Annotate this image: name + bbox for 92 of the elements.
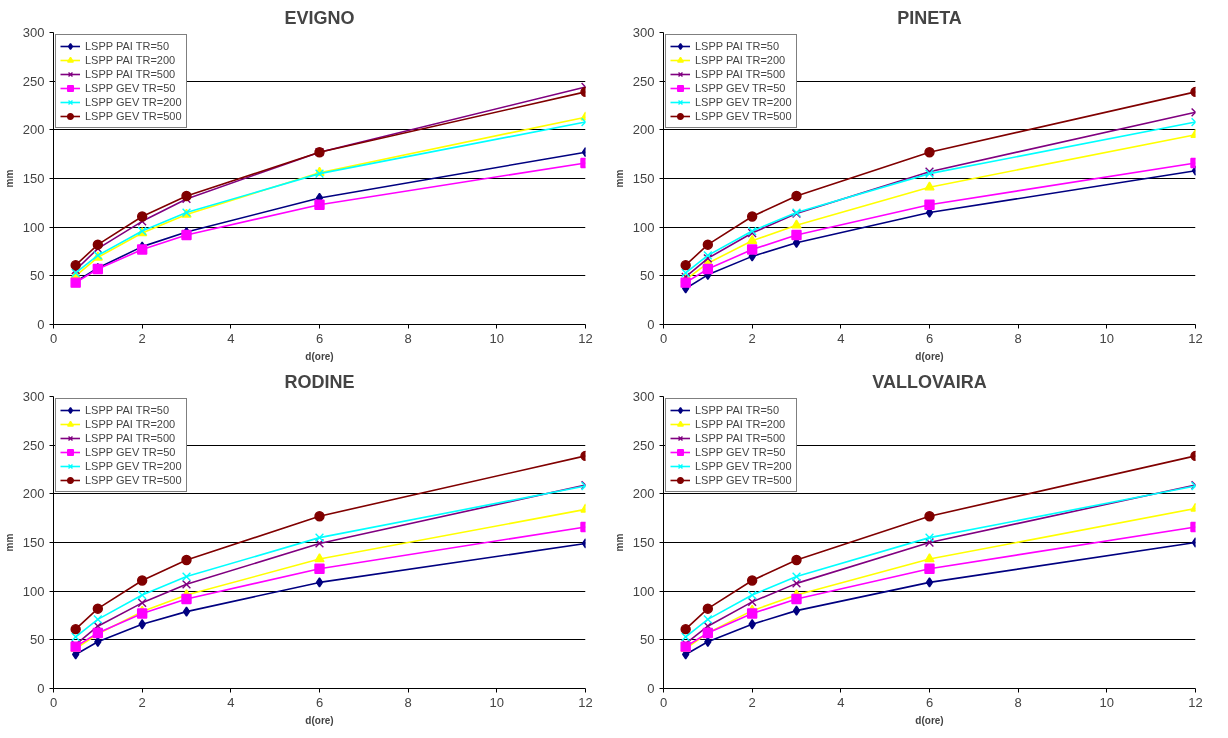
legend-label: LSPP PAI TR=50 xyxy=(695,39,780,53)
x-tick-label: 12 xyxy=(1188,694,1203,710)
y-tick-label: 250 xyxy=(22,73,45,89)
y-tick-label: 0 xyxy=(37,681,45,696)
x-tick-label: 8 xyxy=(404,694,412,710)
x-tick-label: 2 xyxy=(138,694,146,710)
x-tick-label: 10 xyxy=(489,330,505,346)
x-tick-label: 8 xyxy=(404,330,412,346)
y-tick-label: 300 xyxy=(632,389,655,404)
y-tick-label: 50 xyxy=(30,268,45,284)
chart-title: VALLOVAIRA xyxy=(872,371,987,392)
x-tick-label: 4 xyxy=(227,694,235,710)
legend-label: LSPP GEV TR=50 xyxy=(85,445,176,459)
x-tick-label: 6 xyxy=(315,694,324,710)
y-tick-label: 50 xyxy=(640,632,655,648)
x-tick-label: 4 xyxy=(227,330,235,346)
legend-label: LSPP PAI TR=50 xyxy=(85,403,170,417)
y-tick-label: 0 xyxy=(647,681,655,696)
chart-title: EVIGNO xyxy=(284,7,355,28)
y-tick-label: 300 xyxy=(22,389,45,404)
y-axis-title: mm xyxy=(613,533,625,552)
legend-label: LSPP GEV TR=500 xyxy=(85,109,182,123)
y-tick-label: 250 xyxy=(22,437,45,453)
y-axis-title: mm xyxy=(613,169,625,188)
y-tick-label: 150 xyxy=(22,535,45,550)
y-tick-label: 300 xyxy=(632,25,655,40)
x-tick-label: 6 xyxy=(925,694,934,710)
x-tick-label: 2 xyxy=(748,330,756,346)
legend-label: LSPP GEV TR=500 xyxy=(695,473,792,487)
y-tick-label: 100 xyxy=(632,219,655,235)
legend-label: LSPP PAI TR=500 xyxy=(695,431,786,445)
x-tick-label: 12 xyxy=(578,694,593,710)
x-tick-label: 10 xyxy=(489,694,505,710)
x-tick-label: 4 xyxy=(837,694,845,710)
y-tick-label: 200 xyxy=(632,122,655,138)
x-tick-label: 2 xyxy=(748,694,756,710)
y-tick-label: 0 xyxy=(647,317,655,332)
y-axis-title: mm xyxy=(3,169,15,188)
x-tick-label: 2 xyxy=(138,330,146,346)
y-tick-label: 150 xyxy=(22,171,45,186)
legend-label: LSPP GEV TR=50 xyxy=(85,81,176,95)
legend-label: LSPP PAI TR=200 xyxy=(695,417,786,431)
y-tick-label: 50 xyxy=(30,632,45,648)
legend-label: LSPP PAI TR=200 xyxy=(85,53,176,67)
y-tick-label: 0 xyxy=(37,317,45,332)
legend-label: LSPP PAI TR=500 xyxy=(695,67,786,81)
chart-title: RODINE xyxy=(284,371,355,392)
x-axis-title: d(ore) xyxy=(305,350,334,362)
legend-label: LSPP GEV TR=500 xyxy=(85,473,182,487)
legend-label: LSPP GEV TR=200 xyxy=(85,95,182,109)
x-tick-label: 0 xyxy=(659,330,668,346)
x-tick-label: 10 xyxy=(1099,330,1115,346)
legend-label: LSPP PAI TR=50 xyxy=(695,403,780,417)
chart-title: PINETA xyxy=(897,7,962,28)
x-axis-title: d(ore) xyxy=(305,714,334,726)
legend-label: LSPP GEV TR=500 xyxy=(695,109,792,123)
x-tick-label: 8 xyxy=(1014,330,1022,346)
x-tick-label: 8 xyxy=(1014,694,1022,710)
y-tick-label: 200 xyxy=(22,486,45,502)
y-tick-label: 250 xyxy=(632,73,655,89)
legend-label: LSPP GEV TR=50 xyxy=(695,81,786,95)
y-axis-title: mm xyxy=(3,533,15,552)
x-tick-label: 0 xyxy=(49,330,58,346)
y-tick-label: 250 xyxy=(632,437,655,453)
x-tick-label: 10 xyxy=(1099,694,1115,710)
x-tick-label: 0 xyxy=(659,694,668,710)
y-tick-label: 150 xyxy=(632,535,655,550)
legend-label: LSPP GEV TR=200 xyxy=(695,459,792,473)
x-tick-label: 12 xyxy=(1188,330,1203,346)
legend-label: LSPP GEV TR=50 xyxy=(695,445,786,459)
x-axis-title: d(ore) xyxy=(915,714,944,726)
y-tick-label: 50 xyxy=(640,268,655,284)
legend-label: LSPP PAI TR=500 xyxy=(85,67,176,81)
legend-label: LSPP GEV TR=200 xyxy=(695,95,792,109)
legend-label: LSPP PAI TR=200 xyxy=(695,53,786,67)
x-tick-label: 0 xyxy=(49,694,58,710)
x-tick-label: 4 xyxy=(837,330,845,346)
y-tick-label: 200 xyxy=(22,122,45,138)
x-tick-label: 12 xyxy=(578,330,593,346)
y-tick-label: 300 xyxy=(22,25,45,40)
x-tick-label: 6 xyxy=(315,330,324,346)
y-tick-label: 100 xyxy=(22,219,45,235)
y-tick-label: 200 xyxy=(632,486,655,502)
legend-label: LSPP GEV TR=200 xyxy=(85,459,182,473)
y-tick-label: 150 xyxy=(632,171,655,186)
legend-label: LSPP PAI TR=200 xyxy=(85,417,176,431)
legend-label: LSPP PAI TR=50 xyxy=(85,39,170,53)
x-axis-title: d(ore) xyxy=(915,350,944,362)
y-tick-label: 100 xyxy=(22,583,45,599)
y-tick-label: 100 xyxy=(632,583,655,599)
x-tick-label: 6 xyxy=(925,330,934,346)
legend-label: LSPP PAI TR=500 xyxy=(85,431,176,445)
